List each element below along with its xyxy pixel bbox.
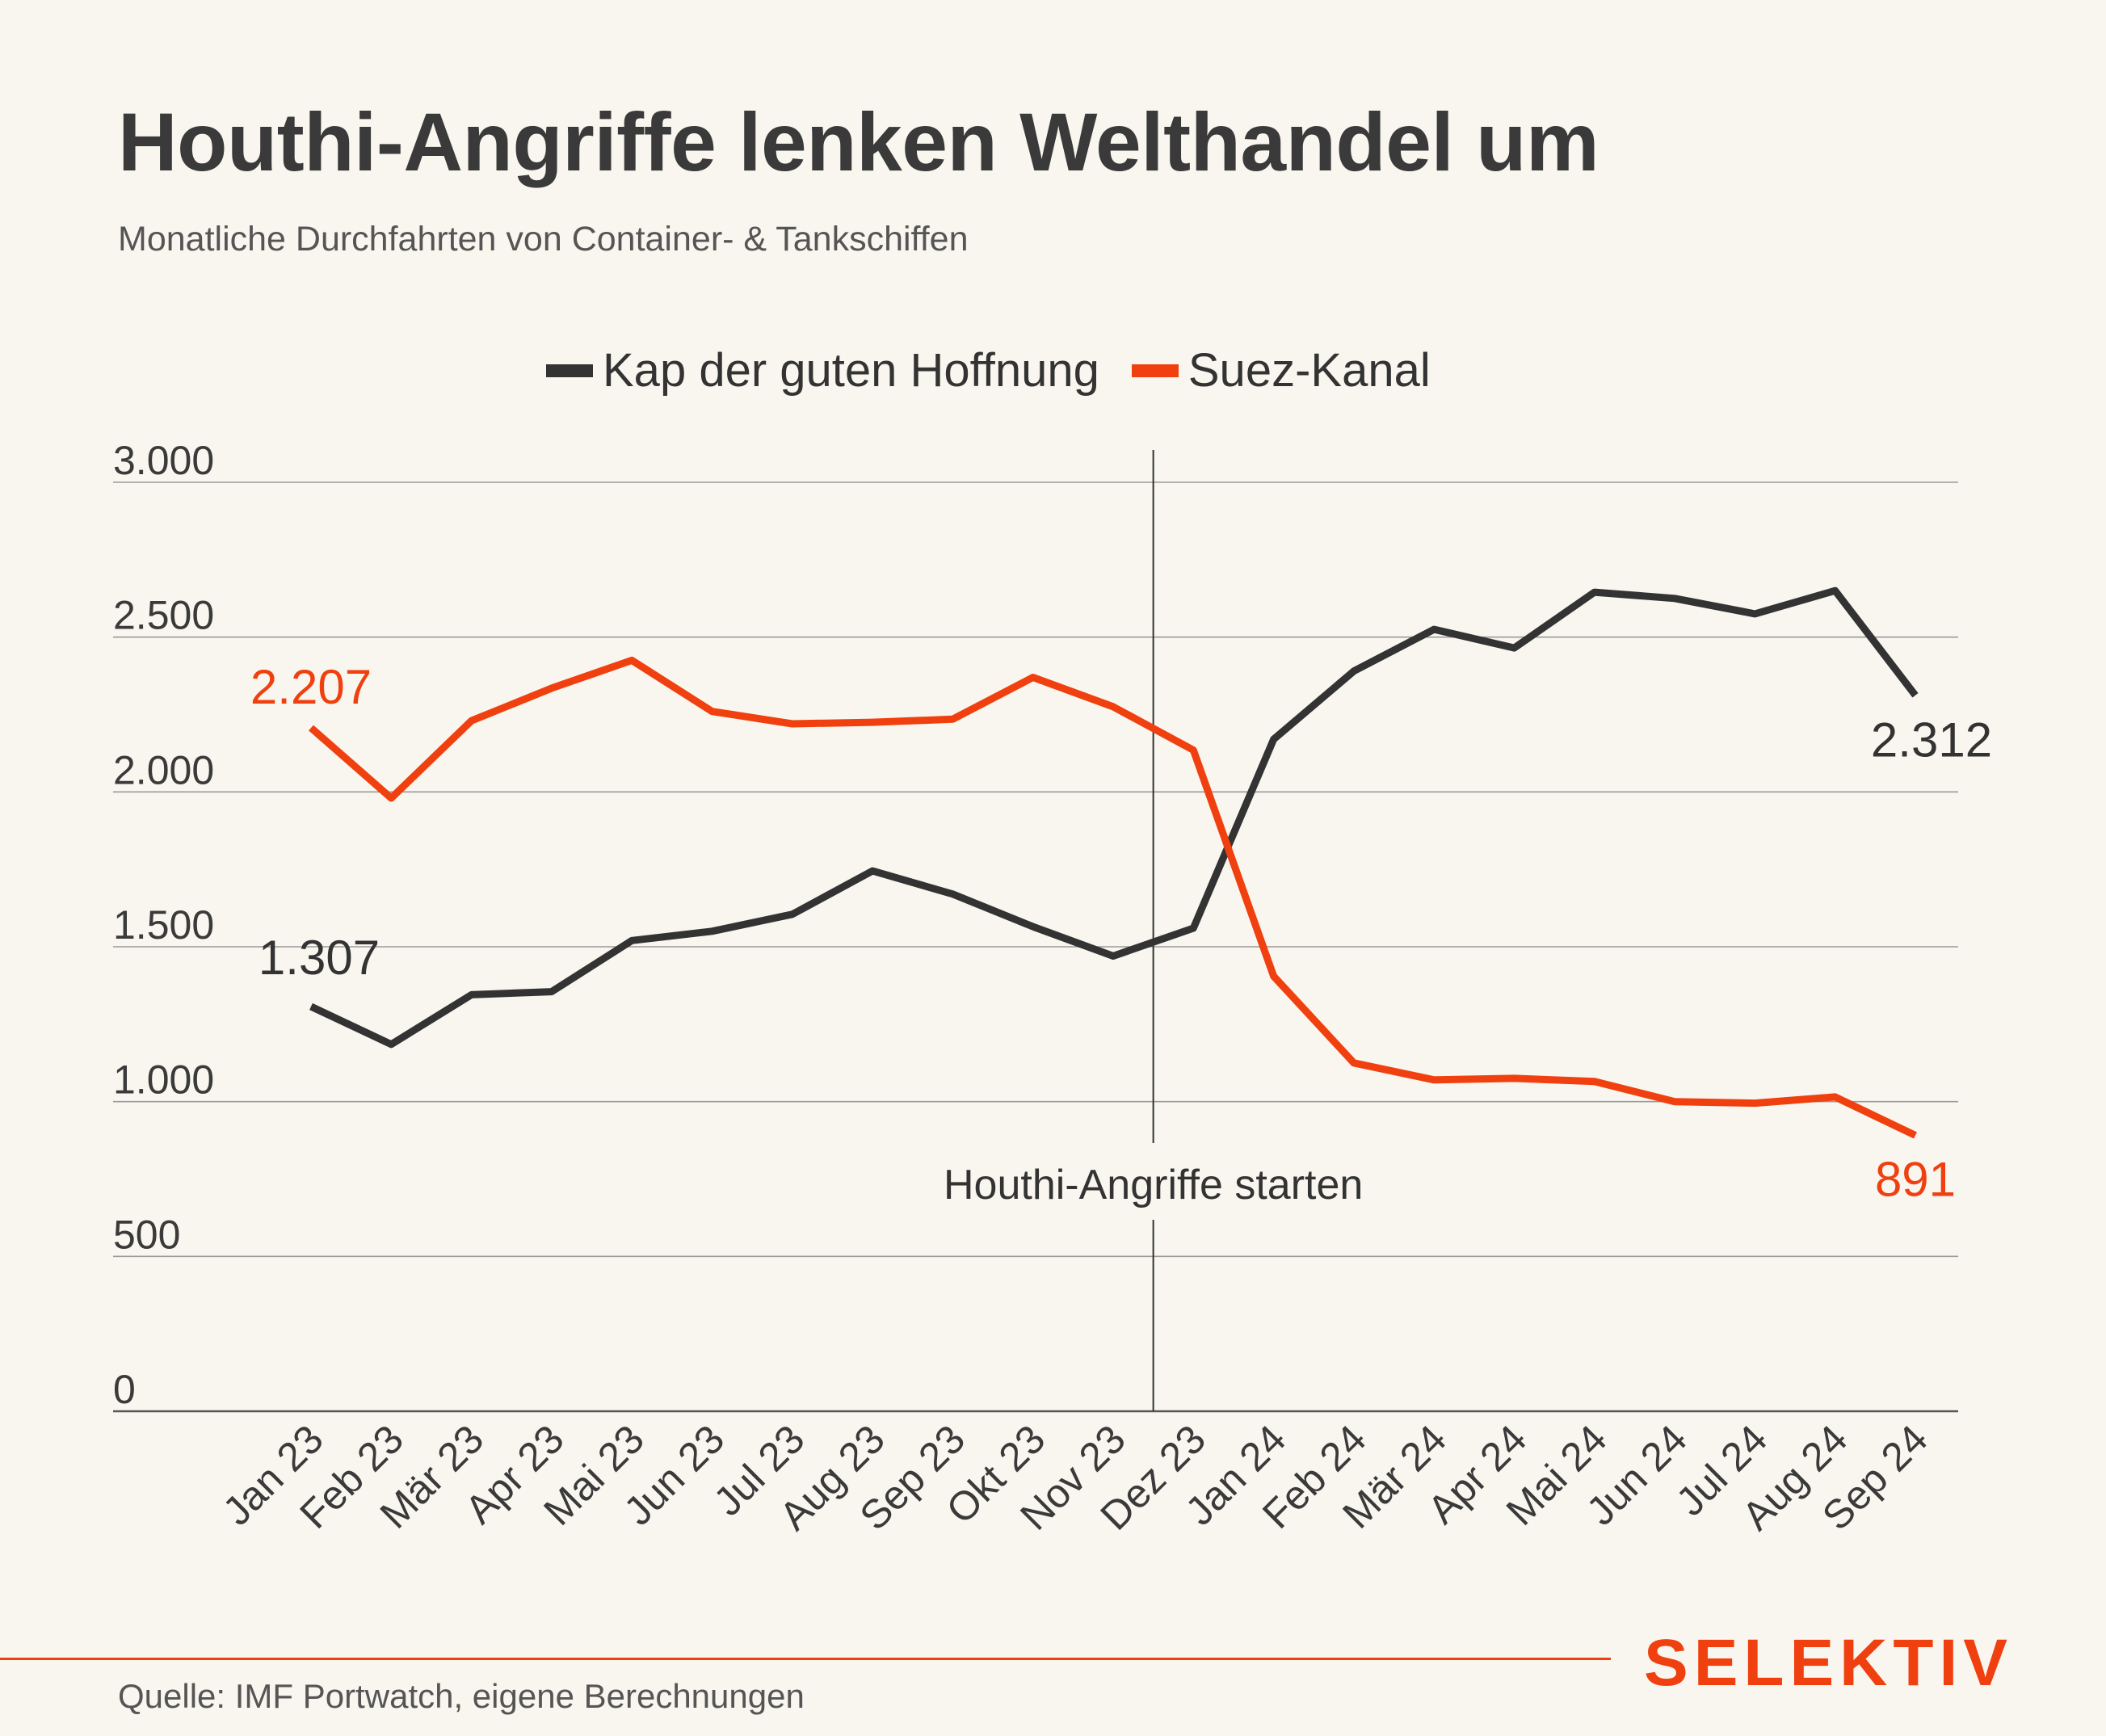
y-tick-label: 0 [113, 1367, 136, 1412]
source-note: Quelle: IMF Portwatch, eigene Berechnung… [118, 1677, 805, 1715]
annotation-layer: Houthi-Angriffe starten [944, 450, 1363, 1411]
y-tick-label: 1.000 [113, 1057, 214, 1103]
start-label-suez: 2.207 [250, 660, 372, 714]
y-tick-label: 1.500 [113, 902, 214, 948]
legend-item-kap: Kap der guten Hoffnung [546, 343, 1099, 397]
y-tick-label: 2.500 [113, 593, 214, 638]
footer-divider [0, 1658, 1611, 1660]
legend-swatch-suez [1131, 364, 1179, 377]
legend-item-suez: Suez-Kanal [1131, 343, 1431, 397]
legend-label-kap: Kap der guten Hoffnung [603, 344, 1099, 397]
chart-subtitle: Monatliche Durchfahrten von Container- &… [118, 220, 969, 259]
legend-label-suez: Suez-Kanal [1188, 344, 1431, 397]
y-tick-label: 3.000 [113, 438, 214, 483]
series-line-kap [309, 586, 1919, 1049]
legend-swatch-kap [546, 364, 593, 377]
brand-logo: SELEKTIV [1644, 1626, 2013, 1700]
grid-layer: 0 500 1.000 1.500 2.000 2.500 3.000 [113, 438, 1958, 1413]
series-layer [309, 586, 1919, 1139]
legend: Kap der guten Hoffnung Suez-Kanal [546, 343, 1463, 397]
end-label-suez: 891 [1875, 1152, 1956, 1206]
chart-title: Houthi-Angriffe lenken Welthandel um [118, 96, 1599, 188]
start-label-kap: 1.307 [259, 931, 380, 985]
y-tick-label: 2.000 [113, 747, 214, 792]
label-layer: 1.307 2.207 2.312 891 [250, 660, 1992, 1206]
end-label-kap: 2.312 [1871, 713, 1992, 767]
y-tick-label: 500 [113, 1212, 180, 1257]
annotation-label: Houthi-Angriffe starten [944, 1162, 1363, 1208]
series-line-suez [309, 656, 1917, 1139]
